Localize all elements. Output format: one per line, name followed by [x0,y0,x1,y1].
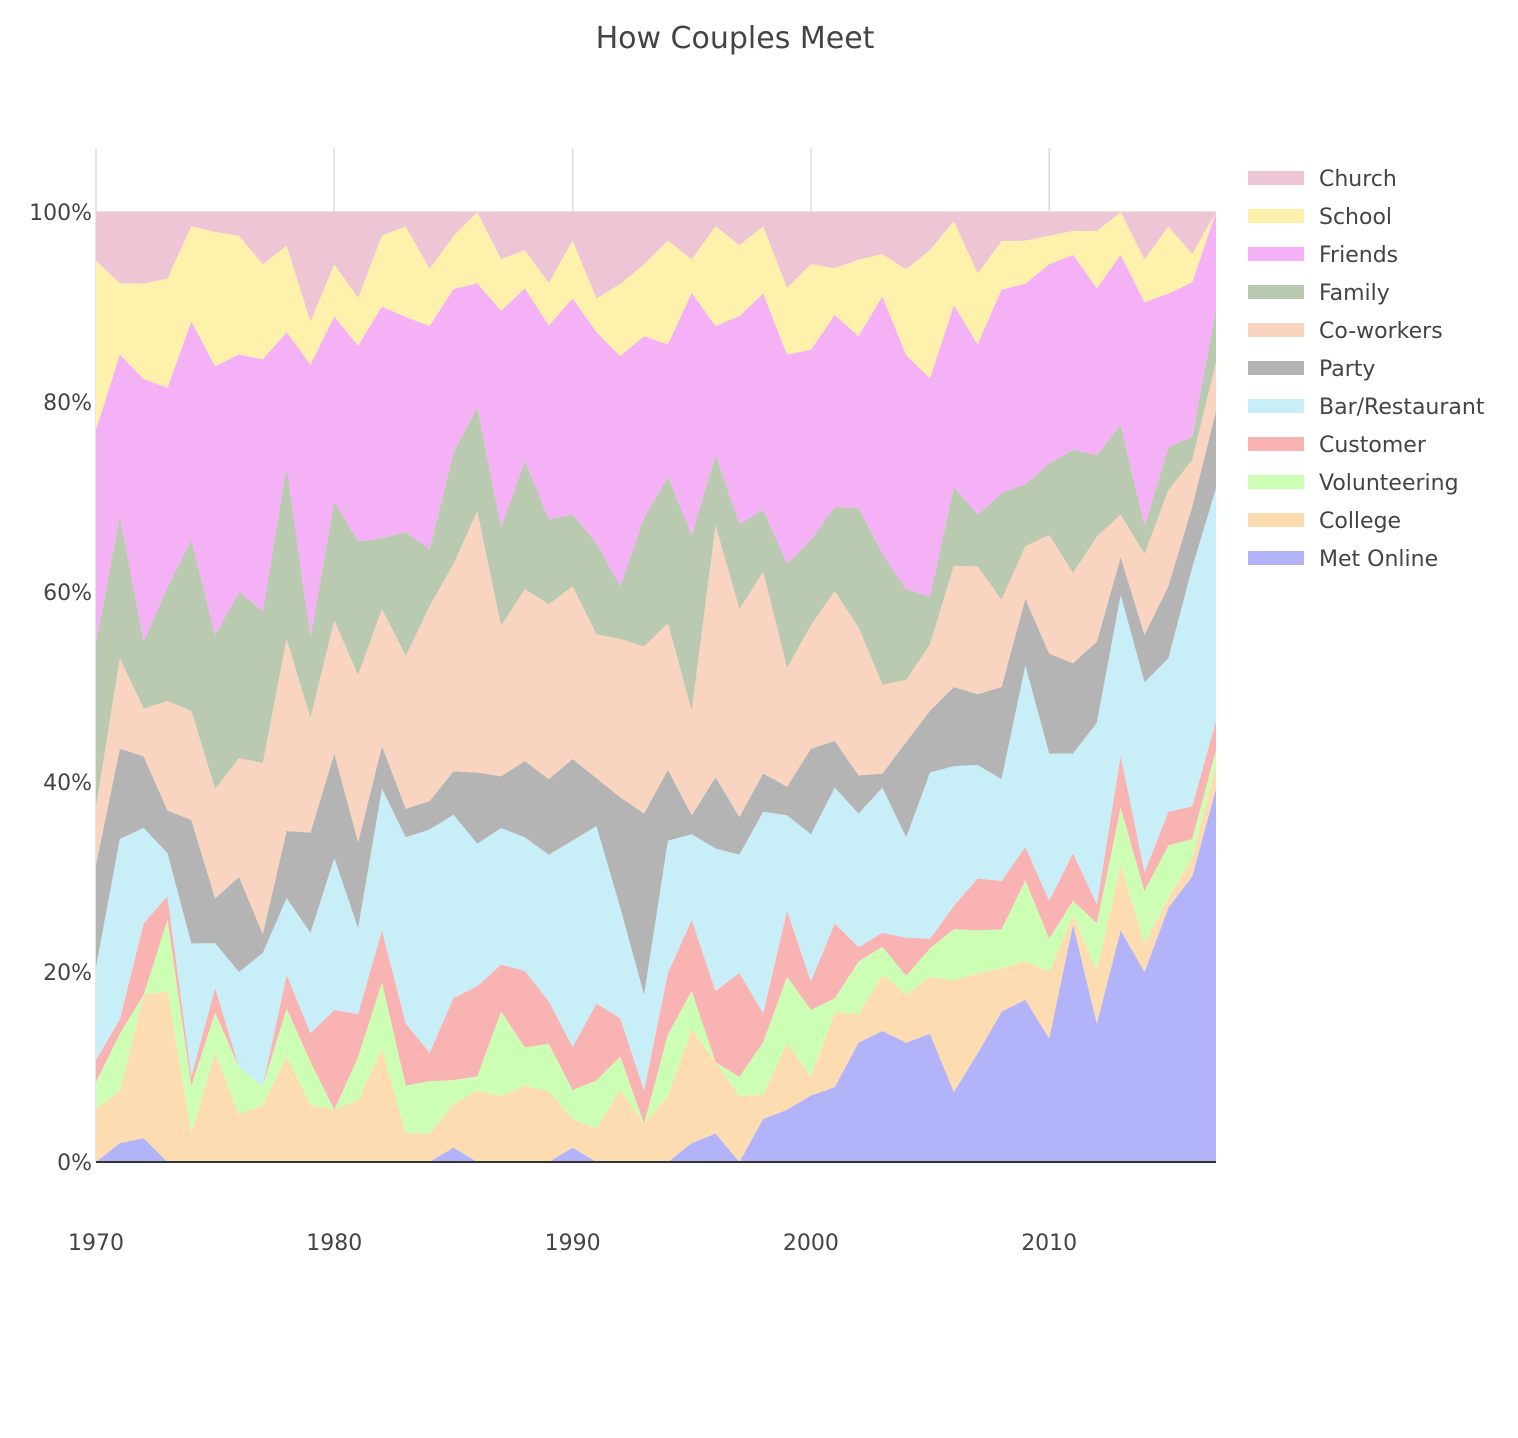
series-area-bar-restaurant[interactable] [96,488,1216,1091]
x-tick-label: 1980 [306,1231,362,1256]
legend-swatch [1248,399,1304,413]
legend-label: Volunteering [1319,471,1459,496]
legend-label: Co-workers [1319,319,1443,344]
legend-item-college[interactable]: College [1248,509,1401,534]
x-tick-label: 2010 [1021,1231,1077,1256]
legend-label: Church [1319,167,1397,192]
legend-item-customer[interactable]: Customer [1248,433,1427,458]
legend-label: Customer [1319,433,1427,458]
legend-swatch [1248,171,1304,185]
y-tick-label: 40% [43,771,92,796]
legend-item-co-workers[interactable]: Co-workers [1248,319,1443,344]
legend[interactable]: Church School Friends Family Co-workers Party… [1248,167,1485,572]
series-area-party[interactable] [96,410,1216,995]
legend-item-school[interactable]: School [1248,205,1392,230]
legend-label: College [1319,509,1401,534]
y-tick-label: 60% [43,581,92,606]
area-layer [96,212,1216,1162]
legend-item-volunteering[interactable]: Volunteering [1248,471,1459,496]
series-area-church[interactable] [96,212,1216,322]
legend-swatch [1248,323,1304,337]
series-area-met-online[interactable] [96,788,1216,1162]
legend-swatch [1248,285,1304,299]
y-tick-label: 80% [43,391,92,416]
legend-item-family[interactable]: Family [1248,281,1390,306]
legend-item-church[interactable]: Church [1248,167,1397,192]
y-tick-label: 100% [29,201,92,226]
series-area-customer[interactable] [96,720,1216,1124]
x-tick-label: 1990 [545,1231,601,1256]
series-area-volunteering[interactable] [96,750,1216,1134]
legend-swatch [1248,437,1304,451]
legend-item-met-online[interactable]: Met Online [1248,547,1438,572]
series-area-co-workers[interactable] [96,362,1216,934]
legend-item-party[interactable]: Party [1248,357,1375,382]
y-tick-label: 0% [57,1151,92,1176]
legend-label: Bar/Restaurant [1319,395,1485,420]
legend-swatch [1248,361,1304,375]
legend-label: Party [1319,357,1375,382]
legend-label: Friends [1319,243,1398,268]
legend-label: School [1319,205,1392,230]
legend-item-bar-restaurant[interactable]: Bar/Restaurant [1248,395,1485,420]
series-area-friends[interactable] [96,212,1216,643]
axis-layer: 0% 20% 40% 60% 80% 100% 1970 1980 1990 2000 2010 [29,201,1216,1256]
series-area-family[interactable] [96,308,1216,807]
legend-swatch [1248,209,1304,223]
chart-title: How Couples Meet [596,21,875,56]
series-area-school[interactable] [96,212,1216,430]
legend-item-friends[interactable]: Friends [1248,243,1398,268]
x-tick-label: 2000 [783,1231,839,1256]
legend-label: Met Online [1319,547,1438,572]
x-tick-label: 1970 [68,1231,124,1256]
legend-swatch [1248,475,1304,489]
legend-swatch [1248,551,1304,565]
y-tick-label: 20% [43,961,92,986]
series-area-college[interactable] [96,764,1216,1162]
legend-label: Family [1319,281,1390,306]
legend-swatch [1248,247,1304,261]
legend-swatch [1248,513,1304,527]
